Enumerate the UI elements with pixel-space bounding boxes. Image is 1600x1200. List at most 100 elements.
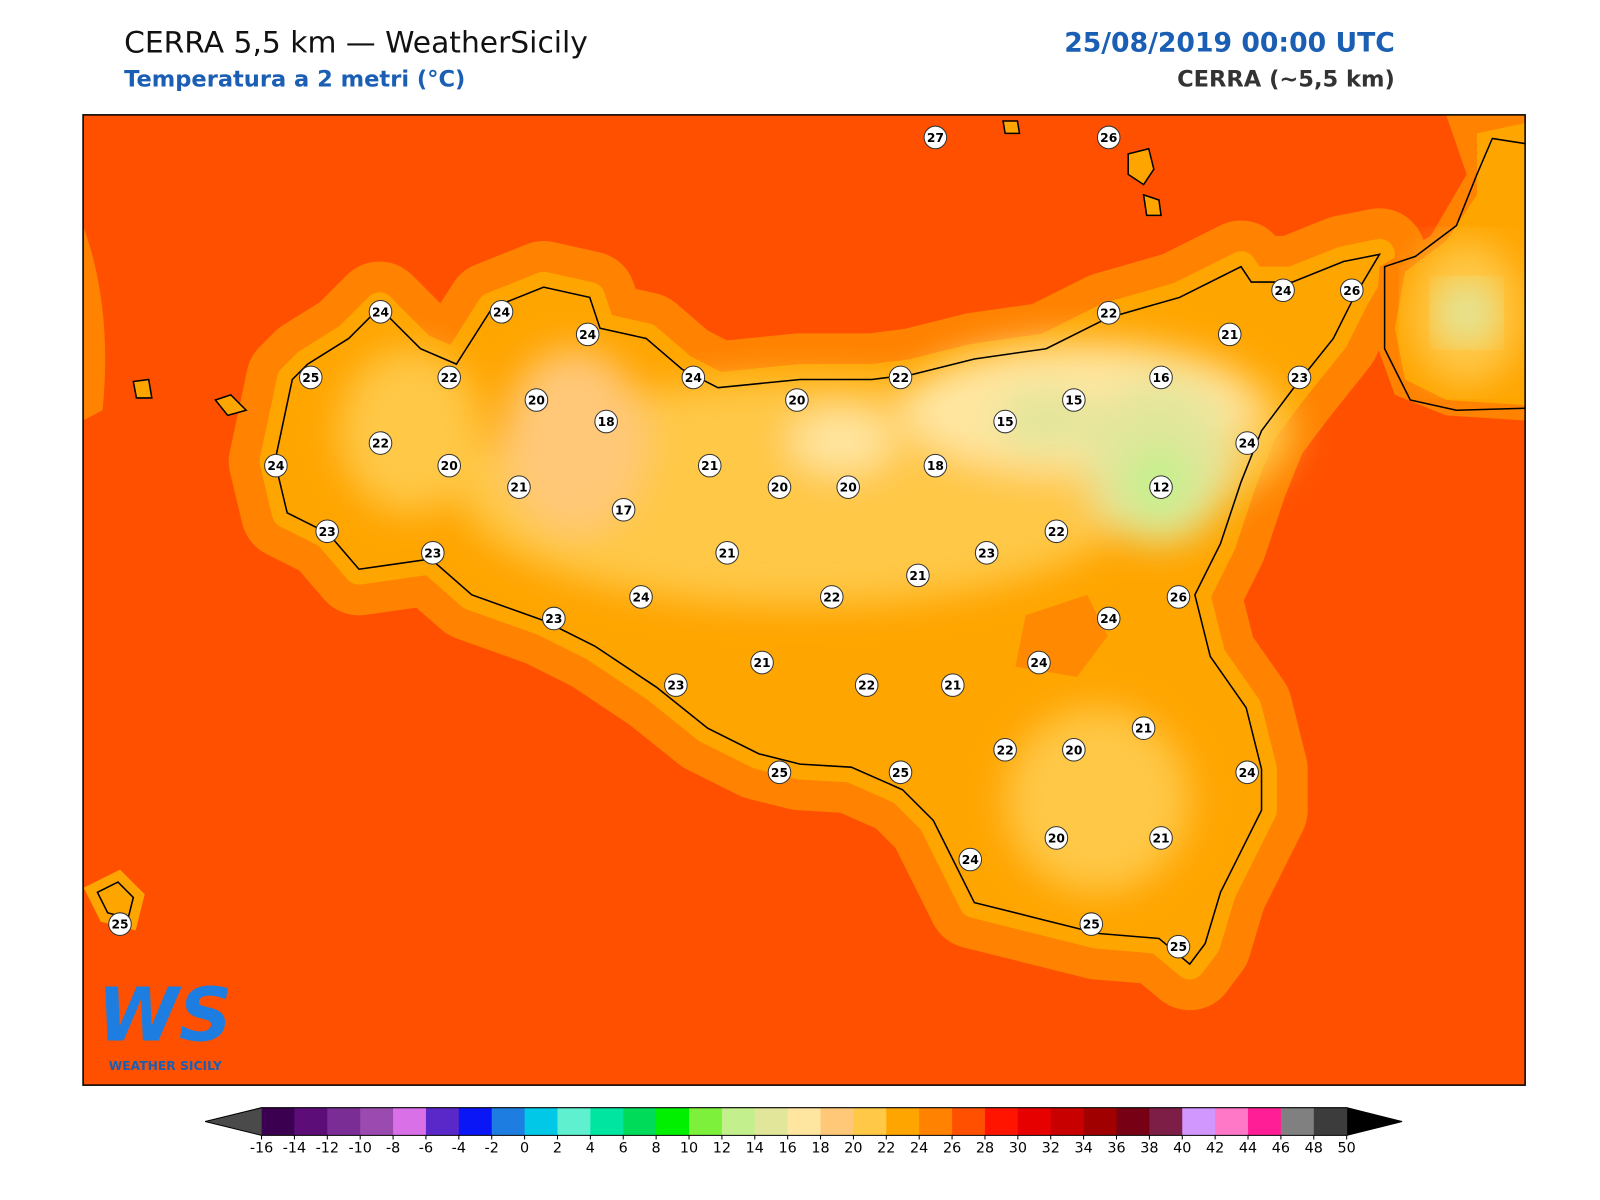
station-value: 24 [1239, 766, 1256, 780]
station-marker [575, 322, 600, 347]
colorbar-segment [721, 1107, 756, 1136]
station-marker [1096, 301, 1121, 325]
station: 17 [611, 497, 636, 522]
model: CERRA (~5,5 km) [1177, 67, 1395, 93]
colorbar-tick-label: 22 [877, 1141, 895, 1157]
station-value: 20 [771, 481, 788, 495]
station: 16 [1149, 365, 1173, 390]
station: 22 [1044, 519, 1069, 544]
station-value: 23 [978, 546, 995, 560]
colorbar-tick-label: 36 [1107, 1141, 1125, 1157]
station-value: 16 [1152, 371, 1169, 385]
station: 26 [1096, 125, 1121, 150]
station-value: 21 [753, 656, 770, 670]
colorbar-tick-label: 28 [976, 1141, 994, 1157]
station-value: 20 [441, 459, 458, 473]
station-value: 20 [788, 394, 805, 408]
datetime: 25/08/2019 00:00 UTC [1064, 28, 1395, 59]
station: 24 [368, 300, 393, 324]
station-value: 25 [771, 766, 788, 780]
colorbar-segment [294, 1107, 328, 1136]
station-marker [993, 737, 1017, 762]
station-value: 24 [1275, 284, 1292, 298]
station-marker [697, 453, 722, 478]
colorbar-segment [689, 1107, 723, 1136]
station-marker [437, 453, 462, 478]
colorbar-tick-label: 50 [1338, 1141, 1356, 1157]
station-value: 15 [997, 415, 1014, 429]
colorbar-segment [1313, 1107, 1348, 1136]
colorbar-segment [491, 1107, 526, 1136]
station-marker [1166, 934, 1191, 959]
station: 27 [923, 125, 948, 150]
colorbar-tick-label: 24 [910, 1141, 928, 1157]
station-value: 21 [719, 546, 736, 560]
colorbar-tick-label: 46 [1272, 1141, 1290, 1157]
station-marker [1062, 737, 1086, 762]
station: 25 [108, 912, 132, 936]
station-value: 18 [598, 415, 615, 429]
station: 20 [1062, 737, 1086, 762]
colorbar-segment [1050, 1107, 1085, 1136]
station-marker [767, 760, 792, 785]
subtitle: Temperatura a 2 metri (°C) [124, 67, 465, 93]
colorbar-tick-label: 12 [713, 1141, 731, 1157]
station-marker [315, 519, 339, 544]
station: 24 [264, 453, 288, 478]
station-marker [993, 409, 1017, 434]
colorbar-segment [261, 1107, 295, 1136]
colorbar-tick-label: 0 [520, 1141, 529, 1157]
station-marker [923, 125, 948, 150]
colorbar-segment [393, 1107, 427, 1136]
station-value: 23 [319, 525, 336, 539]
colorbar-tick-label: -16 [250, 1141, 273, 1157]
station-marker [767, 475, 792, 499]
station-value: 21 [1135, 722, 1152, 736]
coastline [274, 253, 1382, 966]
colorbar-tick-label: 8 [652, 1141, 661, 1157]
station-value: 22 [997, 743, 1014, 757]
station-value: 25 [892, 766, 909, 780]
station: 20 [1044, 826, 1069, 850]
station: 24 [575, 322, 600, 347]
station-value: 21 [510, 481, 527, 495]
colorbar-tick-label: 42 [1206, 1141, 1224, 1157]
station: 26 [1339, 278, 1364, 303]
station: 21 [941, 673, 965, 697]
station: 24 [958, 847, 983, 872]
colorbar-tick-label: 44 [1239, 1141, 1257, 1157]
station: 26 [1166, 585, 1191, 609]
station: 24 [1027, 650, 1051, 675]
station-marker [819, 585, 844, 609]
station-value: 24 [962, 853, 979, 867]
station-value: 24 [1239, 437, 1256, 451]
calabria [1374, 114, 1526, 421]
colorbar-tick-label: 6 [619, 1141, 628, 1157]
station: 21 [1149, 826, 1173, 850]
station-value: 22 [823, 590, 840, 604]
station: 22 [368, 431, 393, 455]
station-marker [1217, 322, 1242, 347]
colorbar-tick-label: 2 [553, 1141, 562, 1157]
station-value: 22 [892, 371, 909, 385]
colorbar-tick-label: -14 [283, 1141, 306, 1157]
station: 22 [1096, 301, 1121, 325]
station-value: 22 [1100, 306, 1117, 320]
station-value: 23 [667, 679, 684, 693]
station-value: 22 [441, 371, 458, 385]
station-value: 24 [372, 305, 389, 319]
station: 20 [767, 475, 792, 499]
station-value: 24 [1100, 612, 1117, 626]
station: 20 [437, 453, 462, 478]
station-marker [1271, 278, 1295, 303]
station-value: 21 [701, 459, 718, 473]
colorbar-segment [754, 1107, 789, 1136]
station: 12 [1149, 475, 1173, 499]
station-marker [1062, 388, 1086, 412]
station-marker [1027, 650, 1051, 675]
colorbar-over [1346, 1107, 1403, 1136]
station-marker [923, 453, 948, 478]
title: CERRA 5,5 km — WeatherSicily [124, 26, 588, 61]
logo-mark: WS [97, 973, 232, 1059]
colorbar-segment [886, 1107, 920, 1136]
